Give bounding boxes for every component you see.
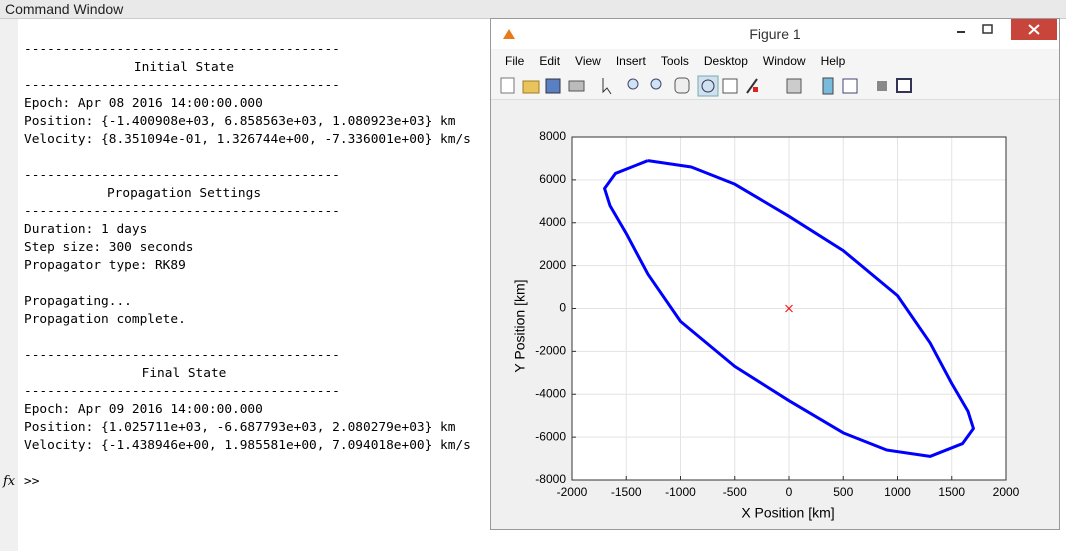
output-line: ----------------------------------------…: [24, 384, 340, 399]
output-line: ----------------------------------------…: [24, 78, 340, 93]
prompt[interactable]: >>: [24, 474, 40, 489]
x-tick-label: -2000: [557, 485, 588, 499]
output-line: Initial State: [133, 60, 235, 75]
output-block: Propagating... Propagation complete.: [24, 293, 344, 329]
menu-item[interactable]: File: [505, 54, 525, 68]
y-tick-label: 4000: [539, 215, 566, 229]
orbit-line: [603, 159, 975, 458]
output-line: Position: {1.025711e+03, -6.687793e+03, …: [24, 420, 456, 435]
output-block: ----------------------------------------…: [24, 41, 471, 149]
y-tick-label: -6000: [535, 429, 566, 443]
figure-title: Figure 1: [749, 26, 801, 42]
y-axis-label: Y Position [km]: [512, 279, 528, 372]
output-line: Epoch: Apr 09 2016 14:00:00.000: [24, 402, 263, 417]
y-tick-label: -4000: [535, 386, 566, 400]
x-tick-label: 2000: [993, 485, 1020, 499]
x-tick-label: 1000: [884, 485, 911, 499]
output-line: Velocity: {-1.438946e+00, 1.985581e+00, …: [24, 438, 471, 453]
x-axis-label: X Position [km]: [741, 505, 834, 521]
output-line: ----------------------------------------…: [24, 348, 340, 363]
y-tick-label: 0: [559, 301, 566, 315]
menu-item[interactable]: Edit: [539, 54, 561, 68]
menu-item[interactable]: Help: [820, 54, 846, 68]
output-line: ----------------------------------------…: [24, 42, 340, 57]
output-line: Propagation Settings: [106, 186, 262, 201]
menu-bar: File Edit View Insert Tools Desktop Window Help: [491, 49, 1059, 73]
output-line: Velocity: {8.351094e-01, 1.326744e+00, -…: [24, 132, 471, 147]
y-tick-label: 2000: [539, 258, 566, 272]
menu-item[interactable]: Window: [762, 54, 806, 68]
output-line: ----------------------------------------…: [24, 168, 340, 183]
output-line: Final State: [141, 366, 227, 381]
output-line: Epoch: Apr 08 2016 14:00:00.000: [24, 96, 263, 111]
menu-item[interactable]: Desktop: [703, 54, 748, 68]
fx-icon[interactable]: fx: [3, 474, 16, 489]
x-tick-label: -1000: [665, 485, 696, 499]
y-tick-label: -8000: [535, 472, 566, 486]
command-output: ----------------------------------------…: [24, 41, 471, 473]
output-line: Step size: 300 seconds: [24, 240, 194, 255]
output-line: ----------------------------------------…: [24, 204, 340, 219]
output-block: ----------------------------------------…: [24, 167, 344, 275]
output-line: Duration: 1 days: [24, 222, 148, 237]
menu-item[interactable]: View: [575, 54, 601, 68]
output-line: Propagation complete.: [24, 312, 186, 327]
output-line: Position: {-1.400908e+03, 6.858563e+03, …: [24, 114, 456, 129]
gutter: [0, 19, 18, 551]
toolbar-icons[interactable]: [491, 73, 921, 99]
x-tick-label: -1500: [611, 485, 642, 499]
command-window-header: Command Window: [0, 0, 1066, 19]
app-icon: [503, 29, 515, 39]
menu-item[interactable]: Insert: [615, 54, 646, 68]
output-line: Propagator type: RK89: [24, 258, 186, 273]
window-controls[interactable]: [949, 19, 1059, 41]
axes-box: [571, 136, 1007, 481]
output-line: Propagating...: [24, 294, 132, 309]
origin-marker: [785, 304, 793, 313]
plot: X Position [km] Y Position [km] -2000 -15…: [512, 129, 1020, 521]
toolbar: [491, 73, 1059, 100]
title-bar: Figure 1: [491, 19, 1059, 49]
y-tick-label: -2000: [535, 344, 566, 358]
output-block: ----------------------------------------…: [24, 347, 471, 455]
x-tick-label: -500: [723, 485, 747, 499]
y-tick-label: 6000: [539, 172, 566, 186]
figure-window: Figure 1 File Edit View Insert Tools Desktop W…: [490, 18, 1060, 530]
x-tick-label: 0: [786, 485, 793, 499]
menu-item[interactable]: Tools: [660, 54, 689, 68]
y-tick-label: 8000: [539, 129, 566, 143]
x-tick-label: 1500: [938, 485, 965, 499]
x-tick-label: 500: [833, 485, 853, 499]
title: Command Window: [5, 1, 124, 17]
